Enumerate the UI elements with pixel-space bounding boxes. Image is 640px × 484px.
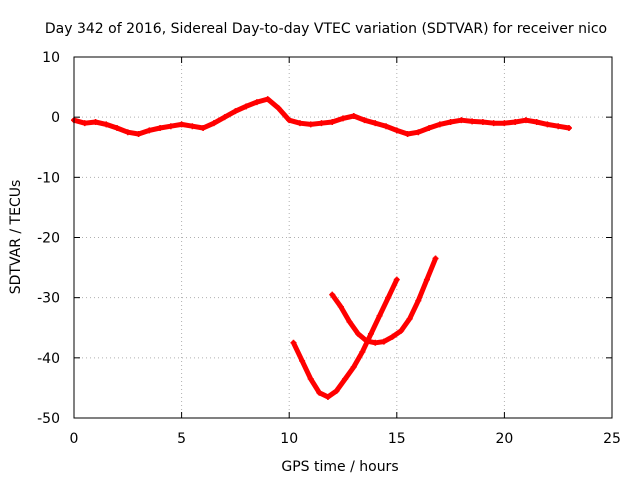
data-point — [296, 120, 303, 127]
y-tick-label: 0 — [51, 110, 60, 126]
data-point — [200, 124, 207, 131]
data-point — [290, 339, 297, 346]
data-point — [522, 117, 529, 124]
data-point — [329, 118, 336, 125]
data-point — [404, 131, 411, 138]
data-point — [372, 339, 379, 346]
data-point — [157, 124, 164, 131]
data-point — [342, 375, 349, 382]
data-point — [555, 123, 562, 130]
data-point — [275, 105, 282, 112]
data-point — [210, 120, 217, 127]
data-point — [81, 120, 88, 127]
data-point — [380, 338, 387, 345]
data-point — [393, 276, 400, 283]
data-point — [512, 118, 519, 125]
data-point — [340, 115, 346, 122]
data-point — [490, 120, 497, 127]
data-point — [189, 123, 196, 130]
x-tick-label: 10 — [280, 431, 298, 447]
data-point — [146, 127, 153, 134]
data-point — [415, 297, 422, 304]
grid-lines — [74, 57, 612, 418]
data-point — [385, 294, 392, 301]
data-point — [479, 118, 486, 125]
y-axis-label: SDTVAR / TECUs — [8, 180, 24, 295]
data-point — [253, 99, 260, 106]
y-tick-label: 10 — [42, 50, 60, 66]
data-point — [447, 118, 454, 125]
data-point — [376, 312, 383, 319]
data-point — [350, 112, 357, 119]
plot-area — [71, 96, 572, 400]
y-tick-label: -20 — [37, 231, 60, 247]
data-point — [398, 327, 405, 334]
data-point — [436, 121, 443, 128]
data-point — [221, 114, 228, 121]
x-tick-label: 15 — [388, 431, 406, 447]
series-line-0 — [71, 96, 572, 137]
data-point — [307, 121, 314, 128]
data-point — [103, 121, 110, 128]
chart-title: Day 342 of 2016, Sidereal Day-to-day VTE… — [45, 21, 607, 37]
data-point — [318, 120, 325, 127]
data-point — [114, 124, 121, 131]
data-point — [355, 330, 362, 337]
data-point — [307, 375, 314, 382]
data-point — [299, 357, 306, 364]
y-tick-label: -40 — [37, 351, 60, 367]
data-point — [286, 117, 293, 124]
y-tick-label: -50 — [37, 411, 60, 427]
data-point — [243, 103, 250, 110]
data-point — [346, 318, 353, 325]
data-point — [178, 121, 185, 128]
data-point — [426, 124, 433, 131]
x-tick-label: 5 — [177, 431, 186, 447]
data-point — [501, 120, 508, 127]
data-point — [124, 129, 131, 136]
data-point — [415, 129, 422, 136]
data-point — [544, 121, 551, 128]
data-point — [232, 108, 239, 115]
data-point — [469, 118, 476, 125]
data-point — [423, 276, 430, 283]
data-point — [135, 131, 142, 138]
axis-ticks: 0 5 10 15 20 25 10 0 -10 -20 -30 -40 -50 — [37, 50, 621, 447]
data-point — [167, 123, 174, 130]
x-tick-label: 0 — [70, 431, 79, 447]
data-point — [533, 118, 540, 125]
y-tick-label: -10 — [37, 170, 60, 186]
data-point — [363, 337, 370, 344]
data-point — [264, 96, 271, 103]
data-point — [324, 393, 331, 400]
x-tick-label: 25 — [603, 431, 621, 447]
data-point — [458, 117, 465, 124]
data-point — [565, 124, 572, 131]
data-point — [361, 117, 368, 124]
x-axis-label: GPS time / hours — [281, 459, 398, 475]
data-point — [389, 333, 396, 340]
data-point — [393, 127, 400, 134]
data-point — [329, 291, 336, 298]
data-point — [432, 255, 439, 262]
data-point — [337, 303, 344, 310]
data-point — [406, 315, 413, 322]
y-tick-label: -30 — [37, 291, 60, 307]
data-point — [372, 120, 379, 127]
x-tick-label: 20 — [495, 431, 513, 447]
data-point — [316, 389, 323, 396]
data-point — [92, 118, 99, 125]
data-point — [333, 387, 340, 394]
data-point — [350, 363, 357, 370]
data-point — [359, 348, 366, 355]
data-point — [367, 330, 374, 337]
data-point — [383, 123, 390, 130]
